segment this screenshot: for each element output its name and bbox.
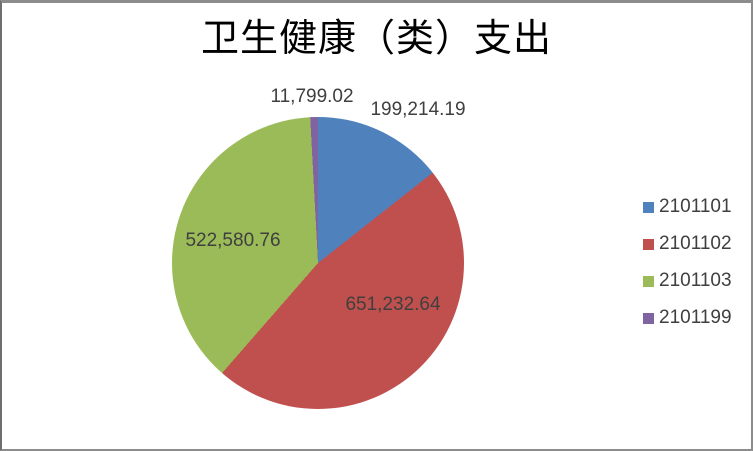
legend-swatch-purple-icon [643, 312, 654, 324]
legend-label: 2101103 [659, 270, 732, 291]
data-label-2101101: 199,214.19 [370, 99, 466, 120]
legend-label: 2101102 [659, 233, 732, 254]
legend-item-2101199: 2101199 [643, 307, 732, 329]
legend-item-2101103: 2101103 [643, 270, 732, 292]
legend-label: 2101199 [659, 307, 732, 328]
pie-chart [172, 117, 464, 409]
legend-swatch-green-icon [643, 275, 654, 287]
chart-title: 卫生健康（类）支出 [200, 16, 552, 60]
legend-item-2101102: 2101102 [643, 233, 732, 255]
legend-label: 2101101 [659, 196, 732, 217]
data-label-2101199: 11,799.02 [270, 86, 354, 107]
data-label-2101103: 522,580.76 [185, 230, 281, 251]
chart-legend: 2101101 2101102 2101103 2101199 [643, 196, 732, 344]
data-label-2101102: 651,232.64 [345, 294, 441, 315]
legend-swatch-red-icon [643, 238, 654, 250]
legend-swatch-blue-icon [643, 201, 654, 213]
legend-item-2101101: 2101101 [643, 196, 732, 218]
